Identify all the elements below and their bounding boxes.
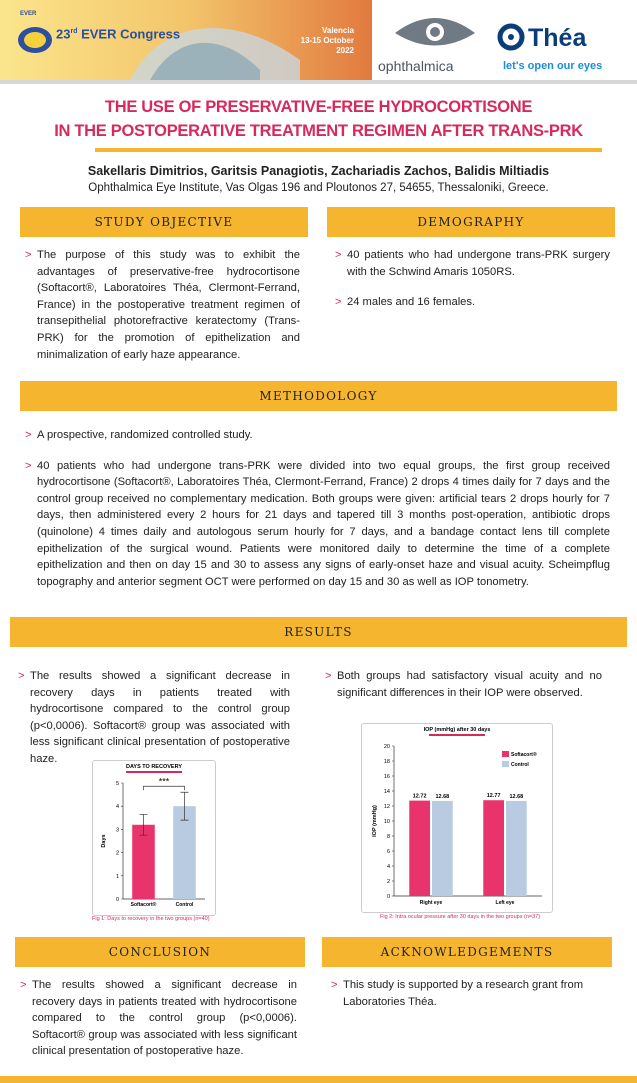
- sponsor-tagline: let's open our eyes: [503, 60, 603, 72]
- bar: [432, 800, 453, 896]
- year: 2022: [336, 46, 354, 55]
- y-tick-label: 16: [384, 774, 390, 780]
- x-tick-label: Softacort®: [131, 901, 157, 908]
- section-text: The results showed a significant decreas…: [18, 668, 290, 777]
- bar: [506, 800, 527, 896]
- section-heading: DEMOGRAPHY: [327, 207, 615, 237]
- chart-title: IOP (mmHg) after 30 days: [424, 727, 491, 733]
- bar: [483, 800, 504, 896]
- title-rule: [95, 148, 602, 152]
- footer-bar: [0, 1076, 637, 1083]
- header-banner: [0, 0, 372, 80]
- bullet: The results showed a significant decreas…: [20, 977, 297, 1060]
- error-bar: [180, 791, 189, 821]
- chart-caption: Fig 1: Days to recovery in the two group…: [92, 916, 210, 922]
- chart-caption: Fig 2: Intra ocular pressure after 30 da…: [380, 914, 541, 920]
- bullet: This study is supported by a research gr…: [331, 977, 608, 1010]
- y-tick-label: 12: [384, 804, 390, 810]
- section-heading: ACKNOWLEDGEMENTS: [322, 937, 612, 967]
- section-text: The results showed a significant decreas…: [20, 977, 297, 1069]
- header: EVER 23rd EVER Congress Valencia 13-15 Oc…: [0, 0, 637, 80]
- y-tick-label: 2: [116, 851, 119, 857]
- section-text: 40 patients who had undergone trans-PRK …: [335, 247, 610, 320]
- x-tick-label: Control: [176, 902, 194, 908]
- section-text: This study is supported by a research gr…: [331, 977, 608, 1019]
- annotation: ***: [159, 776, 170, 786]
- bar: [173, 806, 196, 899]
- edition-suffix: rd: [70, 28, 78, 35]
- y-tick-label: 14: [384, 789, 390, 795]
- section-heading: STUDY OBJECTIVE: [20, 207, 308, 237]
- section-text: A prospective, randomized controlled stu…: [25, 427, 610, 599]
- y-tick-label: 18: [384, 759, 390, 765]
- legend-label: Control: [511, 762, 529, 768]
- sponsor-1: ophthalmica: [378, 58, 454, 74]
- y-tick-label: 5: [116, 781, 119, 787]
- sponsor-2: Théa: [528, 24, 587, 52]
- authors: Sakellaris Dimitrios, Garitsis Panagioti…: [87, 164, 550, 178]
- x-tick-label: Left eye: [496, 900, 515, 906]
- city: Valencia: [321, 26, 354, 35]
- y-tick-label: 2: [387, 879, 390, 885]
- ophthalmica-logo: [395, 18, 475, 46]
- title-rule: [429, 734, 485, 736]
- title-rule: [126, 771, 182, 773]
- chart-title: DAYS TO RECOVERY: [126, 764, 182, 770]
- y-tick-label: 6: [387, 849, 390, 855]
- congress: 23rd EVER Congress: [56, 25, 180, 41]
- bullet: The results showed a significant decreas…: [18, 668, 290, 768]
- y-tick-label: 10: [384, 819, 390, 825]
- y-axis-label: Days: [101, 834, 107, 847]
- section-heading: METHODOLOGY: [20, 381, 617, 411]
- dates: 13-15 October: [300, 36, 354, 45]
- y-tick-label: 1: [116, 874, 119, 880]
- error-bar: [139, 813, 148, 836]
- bullet: 40 patients who had undergone trans-PRK …: [25, 458, 610, 591]
- section-text: The purpose of this study was to exhibit…: [25, 247, 300, 372]
- bullet: Both groups had satisfactory visual acui…: [325, 668, 602, 701]
- logo-text: EVER: [20, 11, 37, 17]
- bullet: 24 males and 16 females.: [335, 294, 610, 311]
- y-tick-label: 3: [116, 827, 119, 833]
- congress-name: EVER Congress: [81, 26, 181, 42]
- bullet: 40 patients who had undergone trans-PRK …: [335, 247, 610, 280]
- affiliation: Ophthalmica Eye Institute, Vas Olgas 196…: [88, 182, 549, 194]
- section-heading: CONCLUSION: [15, 937, 305, 967]
- y-tick-label: 4: [116, 804, 119, 810]
- bullet: The purpose of this study was to exhibit…: [25, 247, 300, 363]
- y-tick-label: 4: [387, 864, 390, 870]
- value-label: 12.68: [509, 794, 523, 800]
- bar: [132, 824, 155, 899]
- bullet: A prospective, randomized controlled stu…: [25, 427, 610, 444]
- thea-icon: [497, 23, 525, 51]
- legend-label: Softacort®: [511, 751, 537, 758]
- y-tick-label: 0: [116, 897, 119, 903]
- value-label: 12.68: [435, 794, 449, 800]
- title-line: IN THE POSTOPERATIVE TREATMENT REGIMEN A…: [54, 122, 583, 140]
- value-label: 12.72: [413, 794, 427, 800]
- value-label: 12.77: [487, 793, 501, 799]
- section-heading: RESULTS: [10, 617, 627, 647]
- bar: [409, 800, 430, 896]
- chart: DAYS TO RECOVERY Days 0 1 2 3 4 5 Softacort® Cont…: [92, 760, 216, 916]
- title: THE USE OF PRESERVATIVE-FREE HYDROCORTIS…: [0, 95, 637, 143]
- significance-bracket: [143, 785, 185, 791]
- x-tick-label: Right eye: [420, 900, 443, 906]
- y-axis-label: IOP (mmHg): [372, 805, 378, 837]
- legend-swatch: [502, 761, 509, 767]
- chart: IOP (mmHg) after 30 days IOP (mmHg) 0 2 4 6 8 1…: [361, 723, 553, 913]
- legend-swatch: [502, 751, 509, 757]
- title-line: THE USE OF PRESERVATIVE-FREE HYDROCORTIS…: [104, 98, 533, 116]
- edition: 23: [56, 26, 71, 42]
- y-tick-label: 0: [387, 894, 390, 900]
- y-tick-label: 8: [387, 834, 390, 840]
- section-text: Both groups had satisfactory visual acui…: [325, 668, 602, 710]
- event-info: Valencia 13-15 October 2022: [298, 26, 354, 56]
- y-tick-label: 20: [384, 744, 390, 750]
- header-rule: [0, 80, 637, 84]
